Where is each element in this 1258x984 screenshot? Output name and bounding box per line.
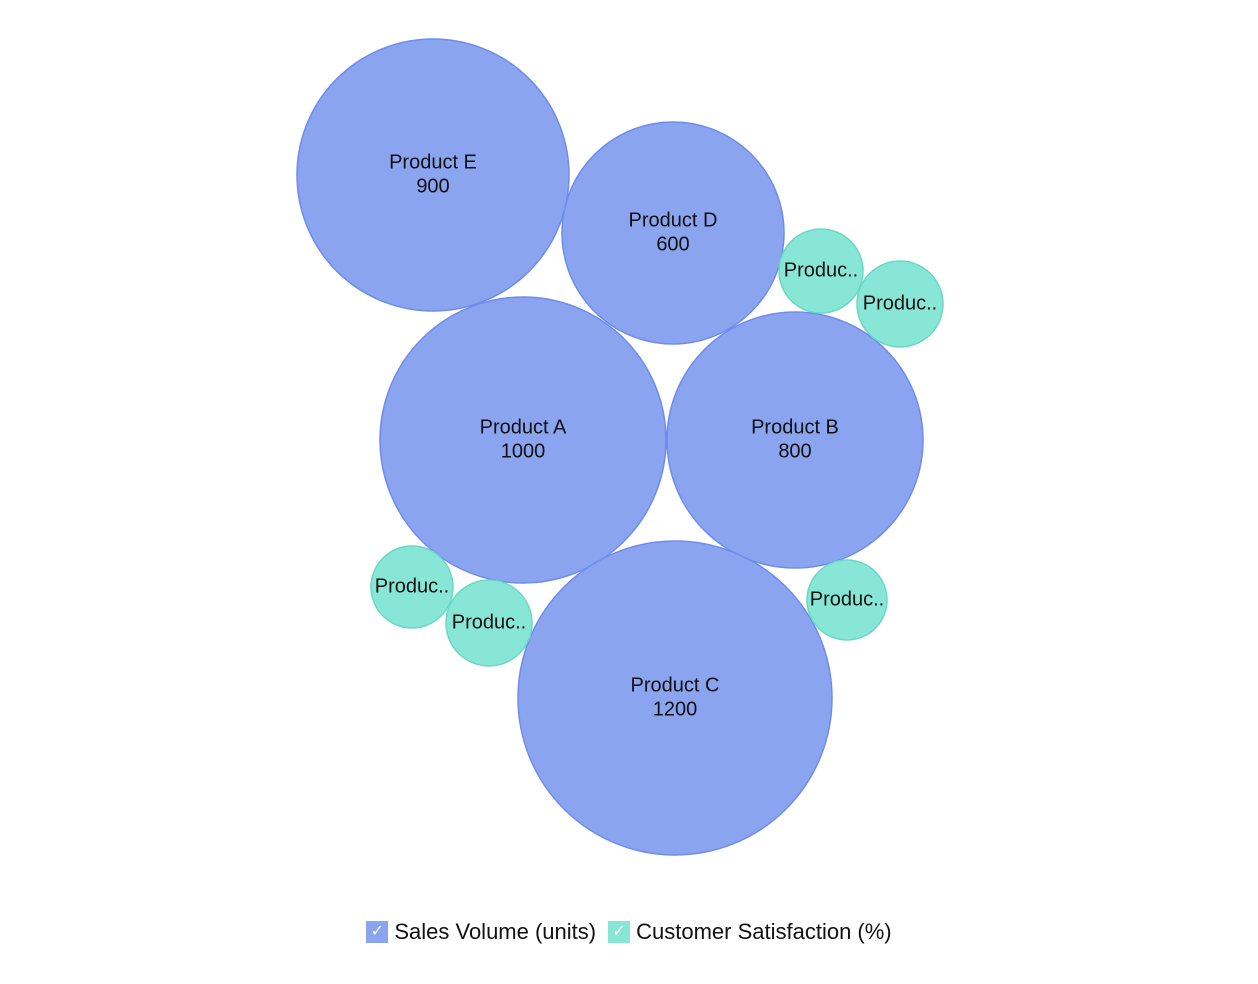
bubble-satisfaction-3[interactable]: [806, 559, 888, 641]
bubble-satisfaction-2[interactable]: [445, 579, 533, 667]
bubble-value-product-d: 600: [656, 233, 689, 255]
bubble-value-product-a: 1000: [501, 440, 546, 462]
legend-item-customer-satisfaction[interactable]: ✓ Customer Satisfaction (%): [608, 919, 892, 945]
checkbox-checked-icon[interactable]: ✓: [366, 921, 389, 943]
bubble-satisfaction-label-5: Produc..: [863, 292, 937, 314]
legend-label-sales-volume: Sales Volume (units): [394, 919, 597, 944]
legend-label-customer-satisfaction: Customer Satisfaction (%): [636, 919, 892, 944]
bubble-label-product-e: Product E: [389, 151, 477, 173]
bubble-sales-product-c[interactable]: [517, 540, 833, 856]
checkbox-checked-icon[interactable]: ✓: [608, 921, 631, 943]
bubble-value-product-e: 900: [416, 175, 449, 197]
bubble-satisfaction-1[interactable]: [370, 545, 454, 629]
bubble-value-product-c: 1200: [653, 698, 698, 720]
bubble-satisfaction-4[interactable]: [778, 228, 864, 314]
bubble-sales-product-a[interactable]: [379, 296, 667, 584]
bubble-sales-product-d[interactable]: [561, 121, 785, 345]
legend-item-sales-volume[interactable]: ✓ Sales Volume (units): [366, 919, 596, 945]
bubble-label-product-a: Product A: [480, 416, 567, 438]
bubble-satisfaction-label-2: Produc..: [452, 611, 526, 633]
bubble-label-product-d: Product D: [629, 209, 718, 231]
bubble-value-product-b: 800: [778, 440, 811, 462]
bubble-label-product-c: Product C: [631, 674, 720, 696]
bubble-sales-product-b[interactable]: [666, 311, 924, 569]
bubble-satisfaction-label-4: Produc..: [784, 259, 858, 281]
bubble-sales-product-e[interactable]: [296, 38, 570, 312]
bubble-satisfaction-label-1: Produc..: [375, 575, 449, 597]
bubble-satisfaction-5[interactable]: [856, 260, 944, 348]
bubble-satisfaction-label-3: Produc..: [810, 588, 884, 610]
bubble-label-product-b: Product B: [751, 416, 839, 438]
legend: ✓ Sales Volume (units) ✓ Customer Satisf…: [0, 914, 1258, 950]
